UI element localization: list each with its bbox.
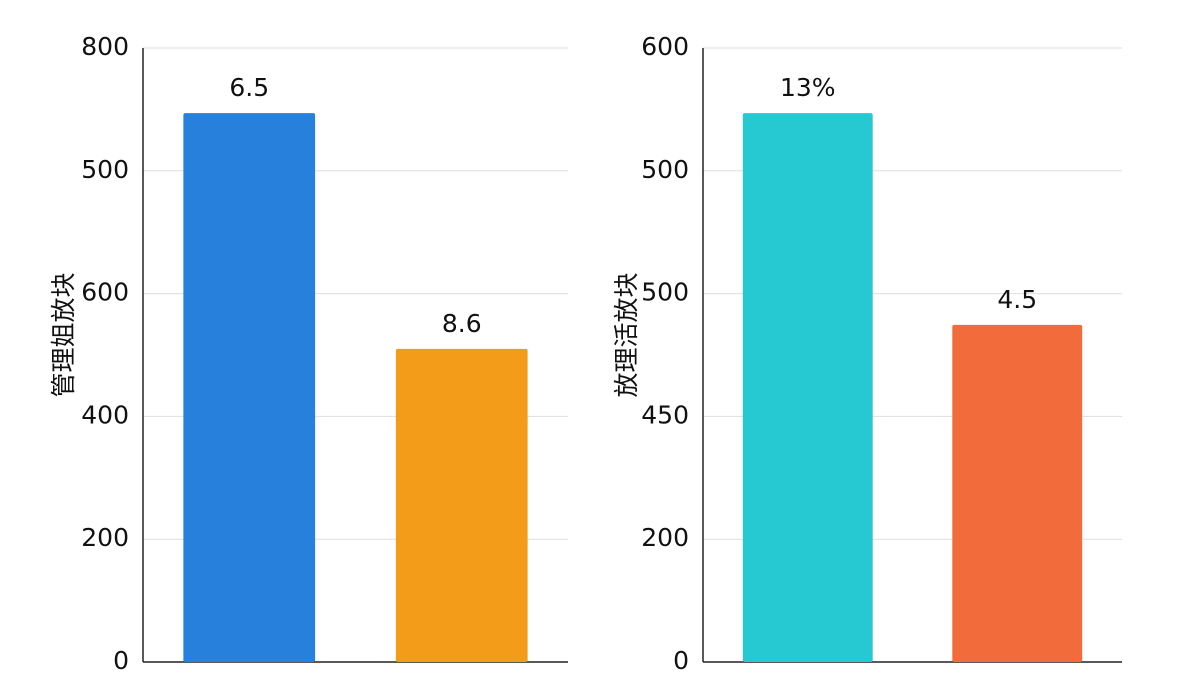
value-label: 4.5 [997,285,1037,314]
y-tick-label: 500 [641,278,689,307]
y-tick-label: 600 [641,32,689,61]
y-axis-label: 放理活放块 [612,272,641,397]
y-tick-label: 0 [673,646,689,675]
y-tick-label: 500 [641,155,689,184]
value-label: 8.6 [442,309,482,338]
bar [183,113,316,663]
y-tick-label: 200 [641,523,689,552]
y-tick-label: 800 [81,32,129,61]
y-tick-label: 600 [81,278,129,307]
bar [952,324,1083,662]
y-tick-label: 200 [81,523,129,552]
y-axis-label: 管理姐放块 [49,272,78,397]
value-label: 13% [780,73,836,102]
bar [742,113,873,663]
bar [395,348,528,662]
y-tick-label: 400 [81,400,129,429]
y-tick-label: 450 [641,400,689,429]
value-label: 6.5 [229,73,269,102]
y-tick-label: 0 [113,646,129,675]
y-tick-label: 500 [81,155,129,184]
